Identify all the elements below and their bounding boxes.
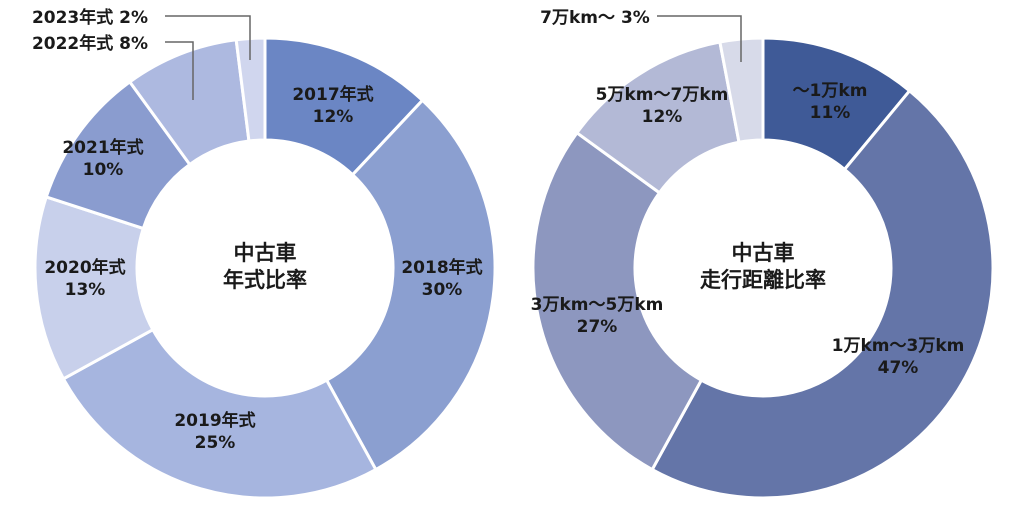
- donut-slice: [61, 327, 378, 500]
- leader-line: [165, 41, 194, 100]
- slice-label: 2022年式 8%: [32, 33, 148, 54]
- donut-slice: [324, 98, 497, 472]
- slice-value-label: 12%: [642, 107, 683, 127]
- donut-slice: [531, 130, 704, 472]
- slice-category-label: 5万km〜7万km: [596, 85, 729, 105]
- center-title-line: 走行距離比率: [700, 268, 826, 292]
- slice-category-label: 1万km〜3万km: [832, 336, 965, 356]
- slice-category-label: 2018年式: [401, 257, 482, 278]
- donut-slice: [718, 36, 765, 145]
- slice-value-label: 12%: [313, 107, 354, 127]
- slice-value-label: 30%: [422, 280, 463, 300]
- slice-category-label: 2021年式: [62, 137, 143, 158]
- donut-slice: [234, 36, 267, 143]
- slice-category-label: 2017年式: [292, 84, 373, 105]
- slice-value-label: 47%: [878, 358, 919, 378]
- leader-line: [165, 15, 251, 60]
- slice-value-label: 10%: [83, 160, 124, 180]
- donut-slice: [650, 88, 995, 500]
- slice-label: 2023年式 2%: [32, 7, 148, 28]
- slice-category-label: 2019年式: [174, 410, 255, 431]
- slice-category-label: 〜1万km: [793, 81, 868, 101]
- slice-label: 7万km〜 3%: [540, 8, 650, 28]
- slice-value-label: 11%: [810, 103, 851, 123]
- slice-category-label: 2020年式: [44, 257, 125, 278]
- center-title-line: 年式比率: [223, 268, 307, 292]
- leader-line: [657, 15, 742, 62]
- center-title-line: 中古車: [234, 241, 297, 265]
- slice-value-label: 13%: [65, 280, 106, 300]
- slice-value-label: 25%: [195, 433, 236, 453]
- slice-value-label: 27%: [577, 317, 618, 337]
- slice-category-label: 3万km〜5万km: [531, 295, 664, 315]
- center-title-line: 中古車: [732, 241, 795, 265]
